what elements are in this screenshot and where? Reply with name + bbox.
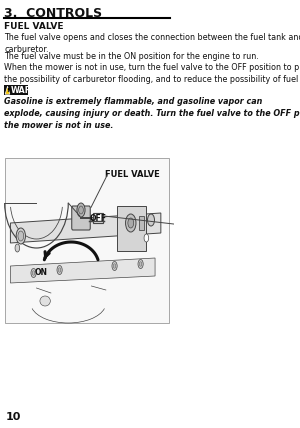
Text: WARNING: WARNING [11, 86, 55, 95]
Circle shape [31, 268, 36, 277]
FancyBboxPatch shape [118, 206, 146, 251]
Circle shape [138, 259, 143, 268]
Polygon shape [11, 258, 155, 283]
Ellipse shape [40, 296, 50, 306]
Polygon shape [5, 86, 10, 94]
Circle shape [57, 265, 62, 274]
Text: When the mower is not in use, turn the fuel valve to the OFF position to prevent: When the mower is not in use, turn the f… [4, 63, 300, 84]
Polygon shape [11, 213, 161, 243]
Text: OFF: OFF [89, 214, 106, 223]
Text: FUEL VALVE: FUEL VALVE [4, 22, 64, 31]
Text: !: ! [6, 88, 9, 93]
Text: 3.  CONTROLS: 3. CONTROLS [4, 7, 102, 20]
Circle shape [32, 271, 35, 275]
Circle shape [148, 214, 154, 226]
Text: ON: ON [35, 268, 48, 277]
Text: 10: 10 [6, 412, 21, 422]
Circle shape [18, 231, 24, 241]
FancyBboxPatch shape [4, 158, 169, 323]
Circle shape [144, 234, 149, 242]
FancyBboxPatch shape [72, 206, 90, 230]
Circle shape [128, 218, 134, 228]
Circle shape [16, 228, 26, 244]
FancyBboxPatch shape [93, 213, 103, 223]
Circle shape [15, 244, 20, 252]
Circle shape [77, 203, 85, 217]
Text: The fuel valve opens and closes the connection between the fuel tank and the
car: The fuel valve opens and closes the conn… [4, 33, 300, 54]
Circle shape [79, 206, 83, 214]
Text: Gasoline is extremely flammable, and gasoline vapor can
explode, causing injury : Gasoline is extremely flammable, and gas… [4, 97, 300, 130]
Circle shape [58, 268, 61, 272]
Circle shape [113, 264, 116, 268]
Circle shape [126, 214, 136, 232]
Circle shape [112, 262, 117, 270]
FancyBboxPatch shape [4, 85, 28, 95]
Text: FUEL VALVE: FUEL VALVE [105, 170, 160, 179]
Circle shape [139, 262, 142, 266]
Text: The fuel valve must be in the ON position for the engine to run.: The fuel valve must be in the ON positio… [4, 52, 259, 61]
FancyBboxPatch shape [139, 216, 144, 230]
